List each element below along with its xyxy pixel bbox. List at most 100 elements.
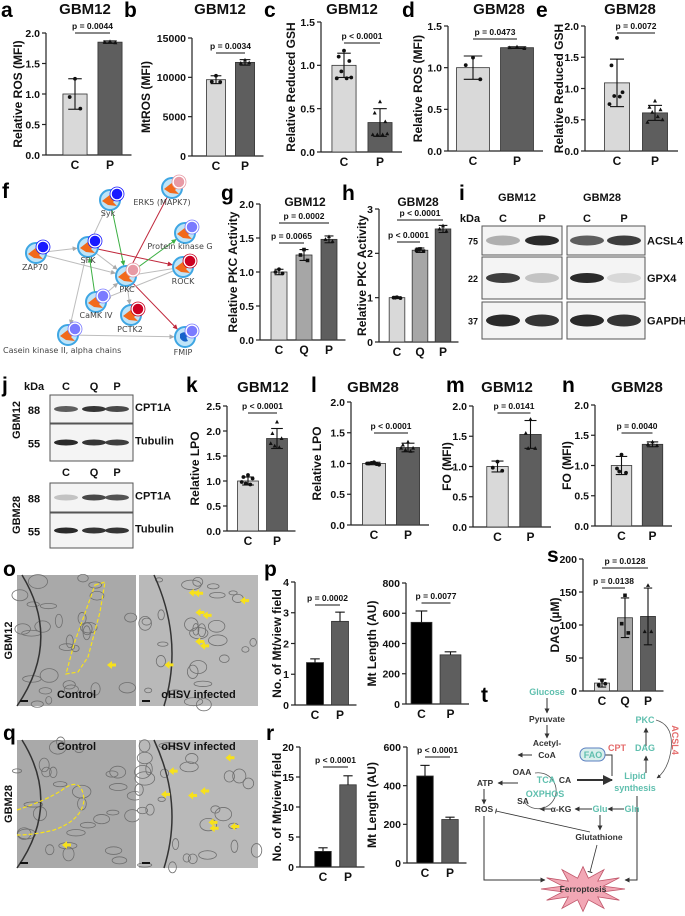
- protein-band: [486, 314, 520, 327]
- pathway-node-ros: ROS: [475, 804, 494, 814]
- y-tick-label: 1.0: [300, 60, 315, 72]
- pathway-node-cpt: CPT: [608, 743, 627, 753]
- data-point: [437, 226, 442, 231]
- data-point: [369, 460, 374, 465]
- protein-band: [82, 406, 106, 412]
- protein-band: [486, 273, 520, 283]
- protein-band: [570, 235, 604, 246]
- node-badge-ring: [35, 239, 51, 255]
- p-value-label: p < 0.0001: [342, 31, 383, 41]
- x-tick-label: P: [325, 343, 333, 357]
- panel-letter-i: i: [459, 182, 465, 205]
- node-label: SFK: [81, 256, 97, 265]
- data-point: [243, 57, 247, 62]
- y-tick-label: 150: [559, 587, 577, 599]
- y-tick-label: 0.0: [452, 522, 467, 534]
- panel-letter-r: r: [266, 722, 274, 745]
- node-label: Syk: [101, 209, 116, 218]
- data-point: [248, 482, 253, 487]
- mitochondrion: [230, 839, 239, 853]
- p-value-label: p = 0.0128: [605, 556, 646, 566]
- data-point: [334, 76, 339, 81]
- mitochondrion: [136, 751, 153, 765]
- mitochondrion: [198, 850, 217, 860]
- yellow-arrow-icon: [240, 596, 250, 605]
- chart-d: 0.0 0.5 1.0 1.5 C P GBM28 Relative ROS (MFI) p =…: [411, 1, 543, 168]
- lane-label: C: [583, 213, 591, 225]
- y-tick-label: 600: [383, 742, 401, 754]
- membrane: [16, 739, 42, 869]
- protein-label: GAPDH: [647, 316, 685, 328]
- y-tick-label: 15000: [157, 33, 186, 45]
- yellow-arrow-icon: [62, 841, 71, 849]
- panel-letter-a: a: [1, 0, 13, 22]
- panel-letter-e: e: [536, 0, 548, 22]
- y-tick-label: 2.0: [330, 397, 345, 409]
- network-edge: [35, 252, 116, 275]
- panel-letter-f: f: [2, 180, 10, 203]
- y-tick-label: 0: [367, 337, 373, 349]
- node-badge-ring: [182, 253, 198, 269]
- y-axis-label: Mt Length (AU): [365, 601, 379, 687]
- mitochondrion: [137, 806, 149, 815]
- mitochondrion: [77, 797, 87, 811]
- membrane: [153, 739, 173, 869]
- mitochondrion: [109, 765, 127, 779]
- node-label: PKC: [119, 285, 135, 294]
- data-point: [241, 475, 246, 479]
- chart-k: 0.0 0.5 1.0 1.5 2.0 2.5 C P GBM12 Relative LPO p <…: [188, 379, 296, 548]
- mitochondrion: [63, 684, 79, 695]
- chart-title: GBM28: [611, 379, 663, 396]
- mitochondrion: [138, 615, 152, 631]
- data-point: [272, 443, 277, 448]
- network-node: ZAP70: [22, 239, 51, 272]
- node-label: ERK5 (MAPK7): [133, 198, 190, 207]
- mitochondrion: [39, 668, 59, 683]
- y-tick-label: 2: [283, 638, 289, 650]
- data-point: [620, 90, 625, 95]
- mitochondrion: [250, 843, 263, 858]
- mitochondria-outline: [65, 581, 106, 675]
- y-tick-label: 1.5: [452, 431, 467, 443]
- data-point: [277, 267, 281, 272]
- data-point: [342, 48, 346, 53]
- tca-cycle-arc: [524, 772, 557, 810]
- data-point: [444, 228, 449, 233]
- pathway-diagram-t: Ferroptosis FAO Glucose Pyruvate Acetyl- CoA O…: [475, 687, 680, 913]
- protein-band: [54, 406, 78, 412]
- mitochondrion: [89, 590, 105, 601]
- chart-b: 0 5000 10000 15000 C P GBM12 MtROS (MFI) p = 0.0…: [139, 1, 264, 173]
- data-point: [463, 63, 468, 68]
- x-tick-label: C: [212, 159, 221, 173]
- data-point: [113, 40, 118, 45]
- data-point: [403, 447, 408, 452]
- data-point: [615, 466, 619, 471]
- lane-label: P: [113, 381, 120, 393]
- data-point: [298, 253, 303, 257]
- data-point: [609, 63, 614, 68]
- y-tick-label: 1.0: [330, 458, 345, 470]
- y-tick-label: 1: [367, 292, 373, 304]
- network-edge: [105, 266, 184, 299]
- chart-r: 0 5 10 15 20 C P No. of Mt/view field p < 0.0001: [270, 742, 365, 884]
- western-blot-j: kDa C Q P GBM12 88 CPT1A 55 Tubulin C Q P GBM28 88 CPT…: [11, 381, 174, 549]
- y-tick-label: 1.0: [239, 267, 254, 279]
- data-point: [393, 295, 398, 300]
- y-axis-label: Relative LPO: [310, 426, 324, 500]
- node-badge-ring: [184, 219, 200, 235]
- cell-line-label: GBM28: [3, 785, 15, 823]
- x-tick-label: C: [598, 694, 607, 708]
- y-tick-label: 2.0: [452, 401, 467, 413]
- data-point: [624, 470, 628, 475]
- bar-P: [339, 784, 357, 868]
- y-tick-label: 10000: [157, 72, 186, 84]
- mitochondrion: [219, 654, 230, 663]
- protein-band: [570, 314, 604, 327]
- bar-P: [266, 438, 288, 532]
- node-badge-icon: [110, 187, 124, 201]
- x-tick-label: P: [106, 158, 114, 172]
- scale-bar: [142, 862, 150, 864]
- y-axis-label: Mt Length (AU): [365, 762, 379, 848]
- chart-title: GBM12: [284, 195, 326, 209]
- panel-letter-k: k: [186, 374, 198, 397]
